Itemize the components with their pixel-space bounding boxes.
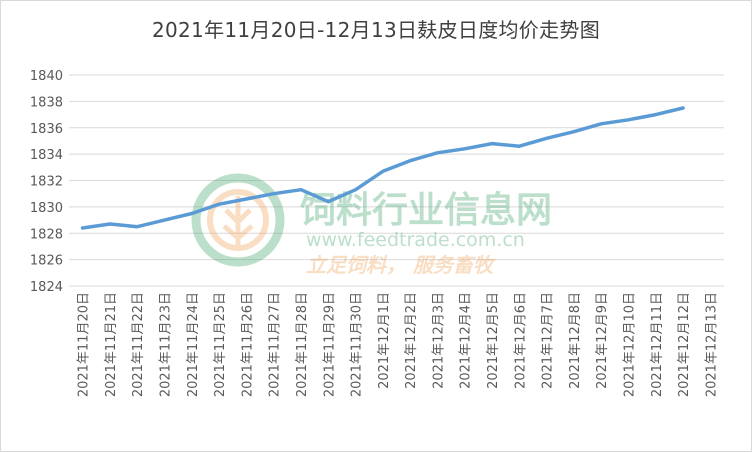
data-point: [599, 122, 603, 126]
x-tick-label: 2021年12月6日: [513, 292, 528, 389]
x-tick-label: 2021年12月3日: [431, 292, 446, 389]
data-point: [81, 226, 85, 230]
data-point: [654, 113, 658, 117]
data-point: [244, 197, 248, 201]
y-tick-label: 1832: [30, 175, 63, 190]
x-tick-label: 2021年11月29日: [322, 292, 337, 397]
x-axis-ticks: 2021年11月20日 2021年11月21日 2021年11月22日 2021年11…: [77, 292, 720, 397]
x-tick-label: 2021年12月2日: [404, 292, 419, 389]
data-point: [626, 118, 630, 122]
x-tick-label: 2021年11月27日: [268, 292, 283, 397]
x-tick-label: 2021年12月13日: [704, 292, 719, 397]
watermark-slogan: 立足饲料， 服务畜牧: [306, 253, 496, 277]
data-point: [272, 192, 276, 196]
x-tick-label: 2021年12月1日: [377, 292, 392, 389]
data-point: [490, 142, 494, 146]
x-tick-label: 2021年11月26日: [240, 292, 255, 397]
data-point: [517, 144, 521, 148]
x-tick-label: 2021年11月20日: [77, 292, 92, 397]
y-tick-label: 1840: [30, 69, 63, 84]
x-tick-label: 2021年12月10日: [622, 292, 637, 397]
x-tick-label: 2021年12月5日: [486, 292, 501, 389]
y-tick-label: 1834: [30, 148, 63, 163]
data-point: [108, 222, 112, 226]
chart-title: 2021年11月20日-12月13日麸皮日度均价走势图: [151, 18, 600, 42]
x-tick-label: 2021年12月7日: [541, 292, 556, 389]
x-tick-label: 2021年11月23日: [159, 292, 174, 397]
x-tick-label: 2021年12月12日: [677, 292, 692, 397]
watermark: 饲料行业信息网 www.feedtrade.com.cn 立足饲料， 服务畜牧: [191, 173, 552, 277]
y-tick-label: 1838: [30, 95, 63, 110]
x-tick-label: 2021年11月30日: [350, 292, 365, 397]
data-point: [354, 188, 358, 192]
series-layer: [80, 106, 685, 230]
data-point: [217, 202, 221, 206]
y-tick-label: 1824: [30, 280, 63, 295]
data-point: [681, 106, 685, 110]
watermark-url: www.feedtrade.com.cn: [306, 229, 525, 251]
data-point: [381, 169, 385, 173]
x-tick-label: 2021年12月4日: [459, 292, 474, 389]
data-point: [190, 211, 194, 215]
watermark-logo: [191, 173, 285, 267]
x-tick-label: 2021年11月28日: [295, 292, 310, 397]
x-tick-label: 2021年11月22日: [131, 292, 146, 397]
x-tick-label: 2021年11月21日: [104, 292, 119, 397]
data-point: [435, 151, 439, 155]
y-tick-label: 1826: [30, 254, 63, 269]
data-point: [163, 218, 167, 222]
x-tick-label: 2021年11月24日: [186, 292, 201, 397]
data-point: [299, 188, 303, 192]
data-point: [545, 136, 549, 140]
data-point: [408, 159, 412, 163]
x-tick-label: 2021年12月11日: [650, 292, 665, 397]
y-tick-label: 1830: [30, 201, 63, 216]
y-axis-ticks: 1824 1826 1828 1830 1832 1834 1836 1838 1840: [30, 69, 63, 295]
grid-lines: [69, 74, 724, 287]
x-tick-label: 2021年12月8日: [568, 292, 583, 389]
data-point: [135, 225, 139, 229]
y-tick-label: 1828: [30, 227, 63, 242]
y-tick-label: 1836: [30, 122, 63, 137]
data-point: [572, 130, 576, 134]
data-point: [463, 147, 467, 151]
x-tick-label: 2021年12月9日: [595, 292, 610, 389]
x-tick-label: 2021年11月25日: [213, 292, 228, 397]
data-point: [326, 200, 330, 204]
